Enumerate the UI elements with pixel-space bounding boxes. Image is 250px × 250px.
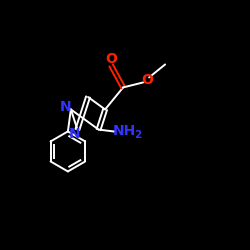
Text: 2: 2	[134, 130, 141, 140]
Text: O: O	[105, 52, 117, 66]
Text: O: O	[141, 74, 153, 88]
Text: N: N	[60, 100, 72, 114]
Text: N: N	[68, 126, 80, 140]
Text: NH: NH	[113, 124, 136, 138]
